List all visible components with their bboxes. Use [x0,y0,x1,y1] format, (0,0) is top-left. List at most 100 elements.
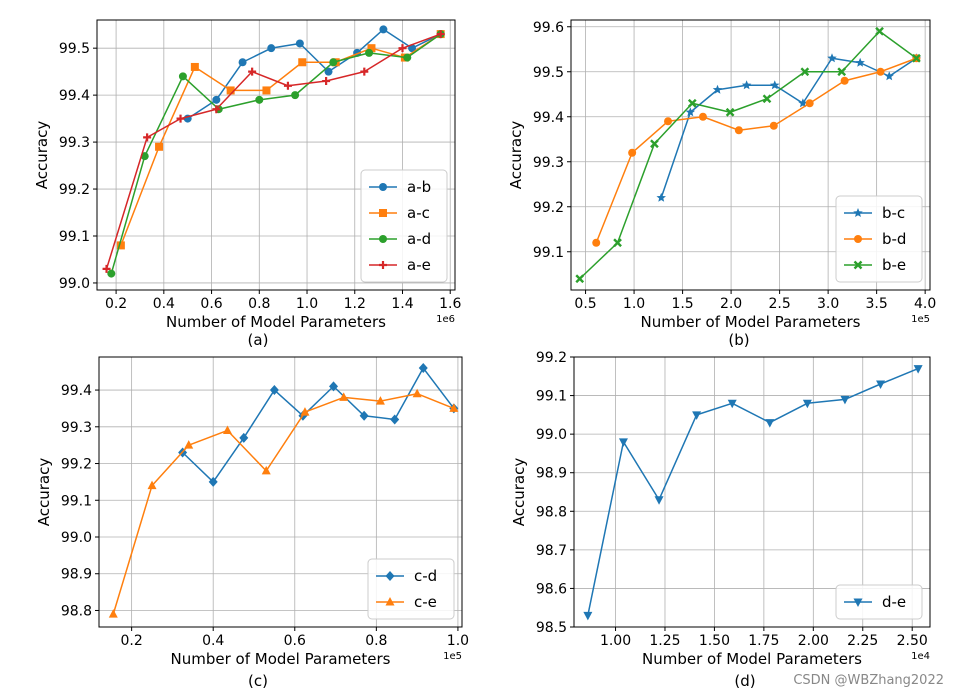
y-tick-label: 99.2 [533,200,564,216]
data-point-b-c [884,71,894,81]
legend-label-a-e: a-e [407,256,431,274]
x-tick-label: 2.25 [847,633,878,649]
x-tick-label: 1.75 [748,633,779,649]
x-tick-label: 1.25 [649,633,680,649]
y-tick-label: 99.2 [61,457,92,473]
data-point-b-d [734,126,743,135]
legend-marker-b-c [853,208,863,218]
x-tick-label: 1.0 [447,633,469,649]
data-point-c-e [147,480,157,490]
data-point-d-e [840,395,850,405]
data-point-a-c [155,142,164,151]
x-tick-label: 3.5 [866,296,888,312]
series-b-c [656,53,922,202]
data-point-c-e [108,609,118,618]
data-point-a-d [107,269,116,278]
x-scale-offset: 1e5 [911,314,930,325]
data-point-a-e [176,114,185,123]
x-tick-label: 1.0 [296,296,318,312]
data-point-b-e [875,26,884,36]
data-point-a-e [283,81,292,90]
legend-marker-c-e [385,597,395,606]
y-tick-label: 98.9 [61,567,92,583]
legend-label-b-c: b-c [882,204,905,222]
legend-box [835,584,923,620]
x-tick-label: 0.6 [200,296,222,312]
data-point-a-b [295,39,304,48]
x-axis-label: Number of Model Parameters [641,313,861,331]
data-point-a-b [324,67,333,76]
data-point-c-d [208,476,218,487]
data-point-a-d [178,72,187,81]
subplot-a: 0.2 0.4 0.6 0.8 1.0 1.2 1.4 1.6 99.0 99.1 99.2 99.3… [33,19,461,349]
x-tick-label: 0.8 [365,633,387,649]
data-point-d-e [583,611,593,621]
legend-marker-a-b [379,183,387,191]
series-a-e [102,30,445,273]
x-tick-label: 1.5 [671,296,693,312]
data-point-b-d [840,76,849,85]
data-point-c-d [390,414,400,425]
legend-label-c-d: c-d [414,567,437,585]
data-point-c-e [375,396,385,405]
data-point-d-e [654,496,664,505]
subplot-c: 0.2 0.4 0.6 0.8 1.0 98.8 98.9 99.0 99.1 99.2 99.3 9… [35,356,469,690]
series-line-b-e [579,30,917,280]
legend-label-a-c: a-c [407,204,430,222]
data-point-b-e [800,67,810,77]
data-point-a-c [367,44,376,53]
series-line-a-e [105,33,441,270]
data-point-a-e [143,133,152,142]
data-point-c-d [269,385,279,396]
subplot-caption: (a) [248,331,269,349]
legend-marker-a-d [379,235,387,243]
legend-marker-b-e [853,260,863,270]
x-tick-label: 2.0 [720,296,742,312]
axes-frame [573,356,931,628]
x-tick-label: 1.0 [623,296,645,312]
series-line-a-d [110,33,442,274]
legend-box [367,558,455,620]
x-scale-offset: 1e5 [443,651,462,662]
y-axis-label: Accuracy [33,121,51,190]
data-point-a-e [248,67,257,76]
y-tick-label: 99.1 [59,229,90,245]
data-point-b-d [769,121,778,130]
legend: a-b a-c a-d a-e [360,169,448,283]
x-tick-label: 0.6 [284,633,306,649]
y-tick-label: 99.4 [59,88,90,104]
legend-label-b-e: b-e [882,256,906,274]
series-line-c-e [112,392,455,615]
series-c-e [108,388,459,618]
series-line-d-e [587,367,919,616]
data-point-a-b [238,58,247,67]
x-tick-label: 1.00 [600,633,631,649]
subplot-b: 0.5 1.0 1.5 2.0 2.5 3.0 3.5 4.0 99.1 99.2 99.3 99.4… [507,19,936,349]
y-tick-label: 99.6 [533,20,564,36]
x-tick-label: 0.2 [120,633,142,649]
axes-frame [570,19,931,291]
data-point-c-e [412,388,422,398]
data-point-a-c [116,241,125,250]
watermark: CSDN @WBZhang2022 [793,673,944,688]
data-point-c-d [239,432,249,443]
y-tick-label: 99.0 [61,530,92,546]
data-point-b-e [613,238,622,248]
legend-box [360,169,448,283]
y-tick-label: 99.0 [536,427,567,443]
data-point-b-c [656,192,666,202]
data-point-a-c [298,58,307,67]
data-point-a-e [212,105,221,114]
data-point-d-e [802,399,812,409]
y-tick-label: 99.3 [59,135,90,151]
subplot-d: 1.00 1.25 1.50 1.75 2.00 2.25 2.50 98.5 98.6 98.7… [510,350,931,690]
series-c-d [178,363,459,487]
y-tick-label: 99.3 [61,420,92,436]
data-point-b-e [912,53,921,63]
legend: b-c b-d b-e [835,195,923,283]
data-point-d-e [727,399,737,409]
y-tick-label: 98.6 [536,581,567,597]
y-tick-label: 98.5 [536,620,567,636]
legend-label-c-e: c-e [414,593,437,611]
data-point-d-e [618,438,628,447]
